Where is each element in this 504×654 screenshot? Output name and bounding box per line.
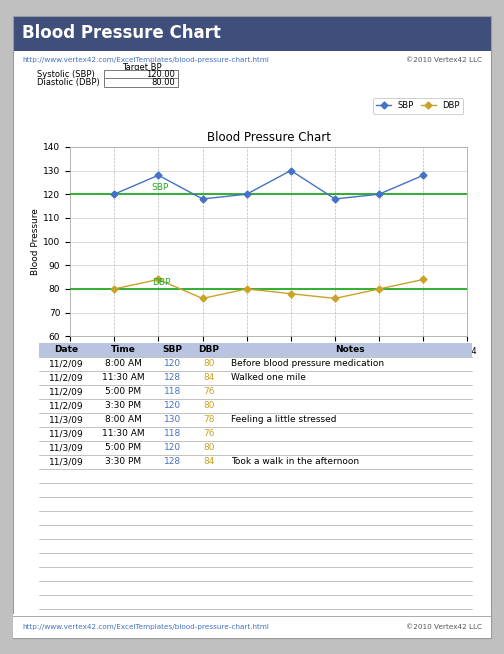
- Text: 128: 128: [164, 457, 181, 466]
- Text: 3:30 PM: 3:30 PM: [105, 457, 142, 466]
- Text: 11/3/09: 11/3/09: [49, 443, 83, 452]
- Text: 11/2/09: 11/2/09: [49, 373, 83, 382]
- Text: 128: 128: [164, 373, 181, 382]
- Text: 130: 130: [164, 415, 181, 424]
- Text: 120: 120: [164, 443, 181, 452]
- Text: Before blood pressure medication: Before blood pressure medication: [231, 359, 384, 368]
- Text: 84: 84: [203, 457, 215, 466]
- Y-axis label: Blood Pressure: Blood Pressure: [31, 208, 40, 275]
- Text: 84: 84: [203, 373, 215, 382]
- Text: 118: 118: [164, 429, 181, 438]
- Legend: SBP, DBP: SBP, DBP: [373, 98, 463, 114]
- Text: http://www.vertex42.com/ExcelTemplates/blood-pressure-chart.html: http://www.vertex42.com/ExcelTemplates/b…: [22, 624, 269, 630]
- Text: ©2010 Vertex42 LLC: ©2010 Vertex42 LLC: [406, 624, 482, 630]
- Text: 5:00 PM: 5:00 PM: [105, 387, 142, 396]
- Text: 80: 80: [203, 443, 215, 452]
- Title: Blood Pressure Chart: Blood Pressure Chart: [207, 131, 331, 145]
- Text: 11/2/09: 11/2/09: [49, 387, 83, 396]
- Text: Date: Date: [54, 345, 78, 354]
- Text: 8:00 AM: 8:00 AM: [105, 415, 142, 424]
- Text: 76: 76: [203, 387, 215, 396]
- Text: 80: 80: [203, 401, 215, 410]
- Text: 11:30 AM: 11:30 AM: [102, 373, 145, 382]
- Text: Feeling a little stressed: Feeling a little stressed: [231, 415, 336, 424]
- Text: 11/3/09: 11/3/09: [49, 415, 83, 424]
- Text: 11:30 AM: 11:30 AM: [102, 429, 145, 438]
- Text: Diastolic (DBP): Diastolic (DBP): [36, 78, 99, 88]
- Text: 120.00: 120.00: [147, 70, 175, 79]
- Bar: [104, 71, 178, 79]
- Text: 80: 80: [203, 359, 215, 368]
- Text: 5:00 PM: 5:00 PM: [105, 443, 142, 452]
- Text: 76: 76: [203, 429, 215, 438]
- Text: 8:00 AM: 8:00 AM: [105, 359, 142, 368]
- Text: 11/3/09: 11/3/09: [49, 429, 83, 438]
- Text: DBP: DBP: [152, 278, 170, 287]
- Text: Notes: Notes: [335, 345, 365, 354]
- Text: 11/3/09: 11/3/09: [49, 457, 83, 466]
- Text: 120: 120: [164, 359, 181, 368]
- Text: 78: 78: [203, 415, 215, 424]
- Text: Systolic (SBP): Systolic (SBP): [36, 70, 94, 79]
- Text: 80.00: 80.00: [152, 78, 175, 88]
- Text: DBP: DBP: [199, 345, 220, 354]
- Text: Took a walk in the afternoon: Took a walk in the afternoon: [231, 457, 359, 466]
- Bar: [104, 78, 178, 87]
- Bar: [13, 16, 491, 50]
- Text: Blood Pressure Chart: Blood Pressure Chart: [22, 24, 221, 43]
- Text: Target BP: Target BP: [122, 63, 162, 72]
- Text: http://www.vertex42.com/ExcelTemplates/blood-pressure-chart.html: http://www.vertex42.com/ExcelTemplates/b…: [22, 57, 269, 63]
- Text: 120: 120: [164, 401, 181, 410]
- Text: ©2010 Vertex42 LLC: ©2010 Vertex42 LLC: [406, 57, 482, 63]
- Text: 3:30 PM: 3:30 PM: [105, 401, 142, 410]
- Text: 11/2/09: 11/2/09: [49, 359, 83, 368]
- Text: 118: 118: [164, 387, 181, 396]
- Text: 11/2/09: 11/2/09: [49, 401, 83, 410]
- Bar: [39, 343, 472, 356]
- Text: Time: Time: [111, 345, 136, 354]
- Text: SBP: SBP: [152, 183, 169, 192]
- Text: Walked one mile: Walked one mile: [231, 373, 306, 382]
- Text: SBP: SBP: [162, 345, 182, 354]
